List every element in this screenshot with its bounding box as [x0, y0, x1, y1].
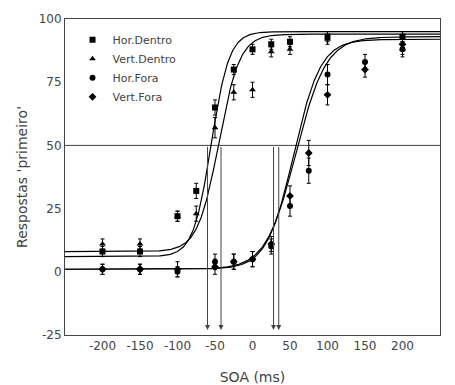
- svg-text:Hor.Fora: Hor.Fora: [113, 72, 159, 85]
- svg-text:25: 25: [46, 202, 61, 216]
- svg-text:-200: -200: [89, 339, 116, 353]
- svg-text:Vert.Dentro: Vert.Dentro: [113, 53, 177, 66]
- svg-text:50: 50: [282, 339, 297, 353]
- svg-text:-150: -150: [126, 339, 153, 353]
- svg-text:0: 0: [54, 265, 62, 279]
- svg-text:200: 200: [391, 339, 414, 353]
- svg-text:150: 150: [354, 339, 377, 353]
- svg-text:-25: -25: [42, 328, 62, 342]
- svg-text:Respostas 'primeiro': Respostas 'primeiro': [14, 106, 30, 248]
- svg-text:100: 100: [39, 12, 62, 26]
- svg-text:100: 100: [316, 339, 339, 353]
- svg-text:-50: -50: [205, 339, 225, 353]
- svg-text:SOA (ms): SOA (ms): [220, 369, 286, 385]
- svg-text:75: 75: [46, 75, 61, 89]
- svg-text:Hor.Dentro: Hor.Dentro: [113, 34, 173, 47]
- svg-text:50: 50: [46, 139, 61, 153]
- svg-text:0: 0: [249, 339, 257, 353]
- svg-text:Vert.Fora: Vert.Fora: [113, 91, 163, 104]
- svg-text:-100: -100: [164, 339, 191, 353]
